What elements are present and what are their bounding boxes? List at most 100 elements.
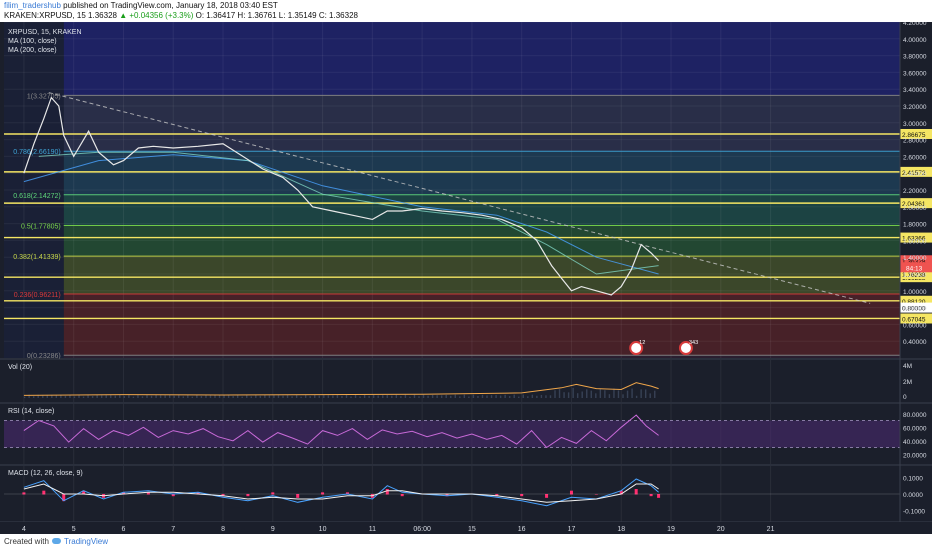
fib-zone-4 xyxy=(63,225,900,257)
volume-bar-91 xyxy=(436,395,438,398)
rsi-band xyxy=(4,420,900,448)
volume-bar-12 xyxy=(78,394,80,398)
volume-bar-24 xyxy=(132,396,135,398)
volume-bar-131 xyxy=(617,390,620,398)
volume-bar-36 xyxy=(187,394,189,398)
y-tick-19: 0.40000 xyxy=(903,339,927,346)
volume-bar-61 xyxy=(300,396,302,398)
volume-bar-29 xyxy=(155,394,157,398)
volume-bar-57 xyxy=(282,395,284,398)
fib-label-5: 0.236(0.96211) xyxy=(14,292,61,299)
macd-signal-line xyxy=(23,483,659,503)
price-badge-text-1: 1.16238 xyxy=(902,272,926,279)
volume-bar-9 xyxy=(64,395,67,398)
fib-zone-5 xyxy=(63,256,900,294)
volume-bar-32 xyxy=(168,394,171,398)
volume-bar-25 xyxy=(137,394,139,398)
event-count-0: 12 xyxy=(639,340,645,346)
volume-bar-18 xyxy=(105,395,107,398)
created-with-text: Created with xyxy=(4,537,49,546)
volume-bar-137 xyxy=(644,389,647,398)
fib-zone-0 xyxy=(63,22,900,96)
volume-bar-98 xyxy=(468,396,470,398)
volume-bar-33 xyxy=(173,395,175,398)
volume-bar-135 xyxy=(635,395,638,398)
volume-bar-120 xyxy=(567,392,570,398)
macd-hist-21 xyxy=(495,494,499,497)
legend-item-1: MA (100, close) xyxy=(8,38,57,45)
volume-bar-15 xyxy=(91,395,94,398)
x-tick-9: 15 xyxy=(468,526,476,533)
publish-info: published on TradingView.com, January 18… xyxy=(63,1,278,10)
y-tick-2: 3.80000 xyxy=(903,54,927,61)
volume-bar-49 xyxy=(246,394,248,398)
volume-bar-14 xyxy=(87,394,89,398)
author-link[interactable]: filim_tradershub xyxy=(4,1,61,10)
volume-bar-99 xyxy=(472,394,475,398)
y-tick-4: 3.40000 xyxy=(903,87,927,94)
y-tick-5: 3.20000 xyxy=(903,104,927,111)
macd-hist-3 xyxy=(82,490,86,495)
volume-bar-73 xyxy=(354,394,357,398)
x-tick-7: 11 xyxy=(369,526,376,533)
y-tick-6: 3.00000 xyxy=(903,121,927,128)
volume-bar-23 xyxy=(128,394,130,398)
volume-bar-127 xyxy=(599,388,602,398)
y-tick-11: 2.00000 xyxy=(903,205,927,212)
volume-bar-102 xyxy=(486,395,488,398)
macd-hist-22 xyxy=(520,494,524,497)
tradingview-cloud-icon xyxy=(52,538,61,544)
fib-label-2: 0.618(2.14272) xyxy=(13,193,60,200)
volume-bar-78 xyxy=(377,395,379,398)
price-badge-text-2: 0.80000 xyxy=(902,306,926,313)
volume-bar-39 xyxy=(200,396,203,398)
volume-bar-75 xyxy=(363,394,366,398)
volume-bar-1 xyxy=(28,394,30,398)
volume-bar-70 xyxy=(341,395,343,398)
volume-bar-115 xyxy=(545,395,547,398)
volume-bar-109 xyxy=(518,396,520,398)
macd-hist-8 xyxy=(196,492,200,495)
volume-bar-37 xyxy=(191,396,194,398)
macd-hist-16 xyxy=(385,489,389,495)
volume-bar-124 xyxy=(586,389,588,398)
volume-bar-105 xyxy=(499,395,502,398)
volume-bar-117 xyxy=(554,390,556,398)
price-badge-0 xyxy=(900,255,932,266)
volume-bar-106 xyxy=(504,394,506,398)
volume-bar-2 xyxy=(32,396,35,398)
volume-bar-96 xyxy=(459,396,461,398)
x-tick-10: 16 xyxy=(518,526,526,533)
volume-bar-8 xyxy=(60,394,62,398)
volume-bar-71 xyxy=(345,394,348,398)
volume-ma-line xyxy=(23,382,659,396)
y-tick-14: 1.40000 xyxy=(903,255,927,262)
chart-canvas[interactable]: 1(3.32705) 0.786(2.66190) 0.618(2.14272) 0.… xyxy=(0,22,932,534)
legend-item-2: MA (200, close) xyxy=(8,47,57,54)
volume-bar-10 xyxy=(69,394,71,398)
y-tick-16: 1.00000 xyxy=(903,289,927,296)
x-tick-2: 6 xyxy=(122,526,126,533)
macd-hist-2 xyxy=(62,494,66,502)
y-tick-0: 4.20000 xyxy=(903,22,927,27)
price-change: ▲ +0.04356 (+3.3%) xyxy=(119,11,194,20)
volume-bar-114 xyxy=(540,394,543,398)
level-tag-text-3: 1.63366 xyxy=(902,236,926,243)
volume-bar-46 xyxy=(232,396,234,398)
volume-bar-92 xyxy=(440,395,443,398)
volume-bar-52 xyxy=(259,395,262,398)
y-tick-3: 3.60000 xyxy=(903,70,927,77)
macd-hist-28 xyxy=(649,494,653,497)
tradingview-brand[interactable]: TradingView xyxy=(64,537,109,546)
rsi-line xyxy=(23,414,659,449)
y-tick-13: 1.60000 xyxy=(903,238,927,245)
volume-bar-100 xyxy=(477,395,479,398)
level-tag-2 xyxy=(900,198,932,209)
level-tag-6 xyxy=(900,313,932,324)
level-tag-5 xyxy=(900,295,932,306)
y-tick-12: 1.80000 xyxy=(903,222,927,229)
volume-bar-126 xyxy=(595,393,597,398)
volume-bar-76 xyxy=(368,395,370,398)
volume-bar-103 xyxy=(490,395,493,398)
macd-hist-11 xyxy=(271,492,275,495)
